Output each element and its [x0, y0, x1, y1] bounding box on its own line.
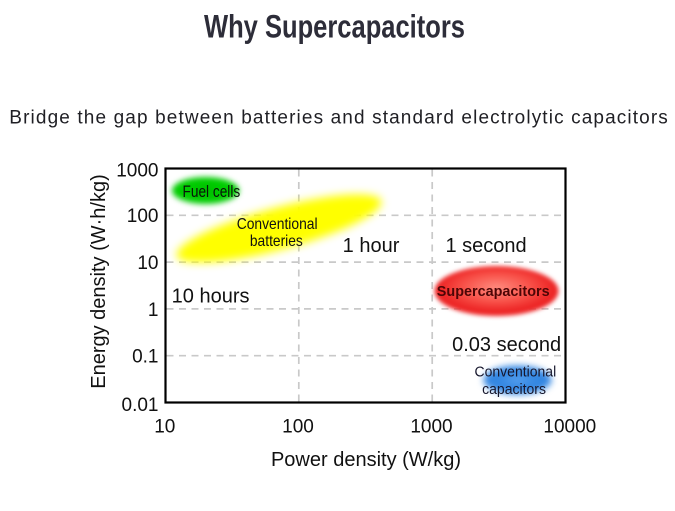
- svg-text:10000: 10000: [543, 417, 596, 438]
- svg-text:10: 10: [137, 253, 158, 274]
- svg-text:100: 100: [282, 417, 314, 438]
- svg-text:0.1: 0.1: [132, 347, 158, 368]
- svg-text:1: 1: [148, 300, 159, 321]
- svg-text:Conventional: Conventional: [475, 363, 557, 380]
- svg-text:1 hour: 1 hour: [343, 235, 400, 257]
- svg-text:1000: 1000: [116, 160, 158, 181]
- svg-text:Energy density (W·h/kg): Energy density (W·h/kg): [88, 174, 110, 389]
- svg-text:100: 100: [127, 206, 159, 227]
- svg-text:0.01: 0.01: [122, 395, 159, 416]
- svg-text:Why Supercapacitors: Why Supercapacitors: [204, 8, 465, 44]
- svg-text:Conventional: Conventional: [237, 216, 318, 233]
- svg-text:1000: 1000: [410, 417, 452, 438]
- svg-text:capacitors: capacitors: [482, 381, 546, 398]
- svg-text:10: 10: [154, 417, 175, 438]
- svg-text:0.03 second: 0.03 second: [452, 334, 561, 356]
- svg-text:Supercapacitors: Supercapacitors: [437, 283, 550, 300]
- svg-text:1 second: 1 second: [446, 235, 527, 257]
- svg-text:batteries: batteries: [250, 233, 303, 250]
- svg-text:Power density (W/kg): Power density (W/kg): [271, 449, 461, 471]
- svg-text:Bridge the gap between batteri: Bridge the gap between batteries and sta…: [9, 107, 668, 128]
- svg-text:10 hours: 10 hours: [172, 285, 250, 307]
- svg-text:Fuel cells: Fuel cells: [183, 183, 241, 201]
